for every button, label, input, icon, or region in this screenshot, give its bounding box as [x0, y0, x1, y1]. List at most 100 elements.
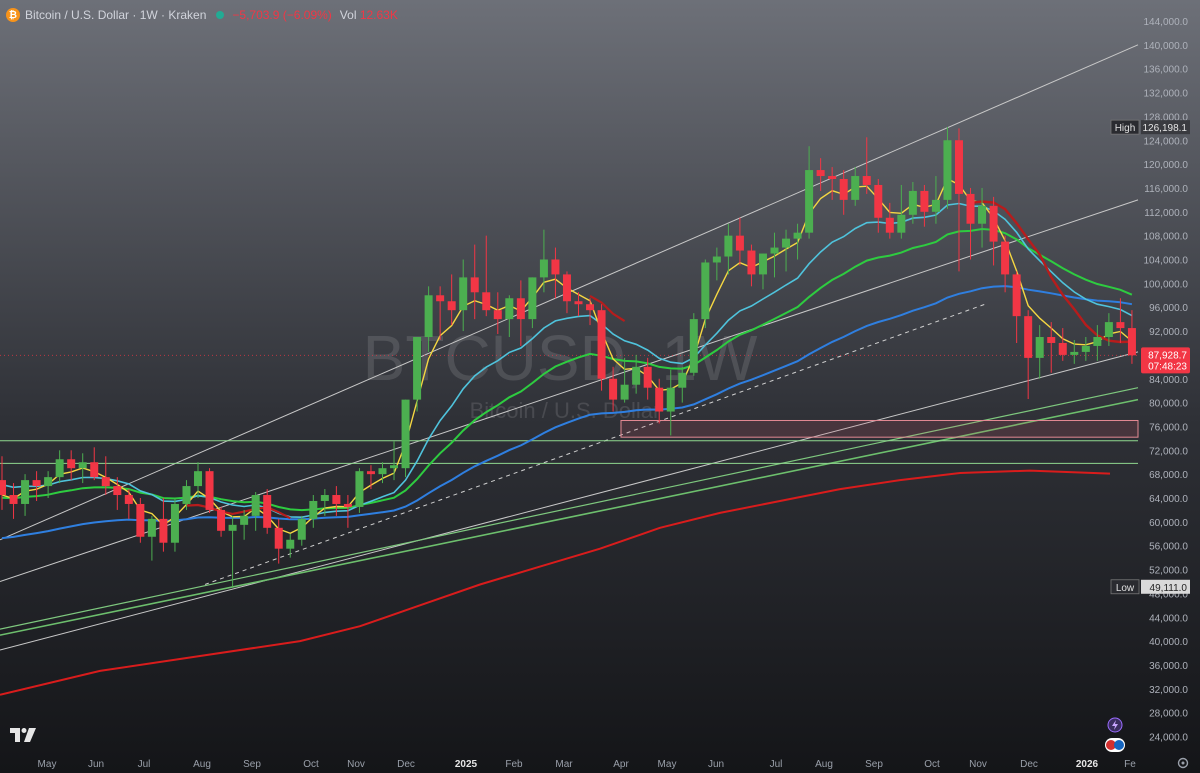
candle — [1024, 310, 1033, 400]
price-tick-label: 28,000.0 — [1149, 709, 1188, 720]
symbol-title[interactable]: Bitcoin / U.S. Dollar · 1W · Kraken — [25, 8, 207, 22]
candle-body — [459, 277, 468, 311]
candle-body — [0, 480, 6, 496]
candle — [21, 474, 30, 516]
price-tick-label: 132,000.0 — [1144, 89, 1189, 100]
candle-body — [828, 176, 837, 180]
channel-lower-line — [0, 351, 1139, 651]
candle — [1116, 298, 1125, 343]
candle — [920, 184, 929, 227]
candle — [263, 489, 272, 534]
price-tick-label: 72,000.0 — [1149, 446, 1188, 457]
tradingview-logo[interactable] — [10, 726, 36, 744]
candle — [1012, 271, 1021, 343]
settings-gear-icon[interactable] — [1177, 757, 1189, 769]
candle — [251, 492, 260, 531]
candle — [528, 277, 537, 329]
candle — [194, 462, 203, 498]
candle-body — [32, 480, 41, 487]
market-status-icon — [216, 11, 225, 19]
candle-body — [147, 518, 156, 537]
candle — [586, 298, 595, 326]
candle-body — [908, 190, 917, 215]
time-tick-label: 2026 — [1076, 759, 1099, 770]
ema-blue-line — [1, 285, 1133, 540]
price-tick-label: 96,000.0 — [1149, 303, 1188, 314]
candle-body — [240, 515, 249, 525]
candle-body — [170, 503, 179, 543]
candle — [793, 223, 802, 260]
candle — [32, 471, 41, 501]
ma-red-segment-1 — [186, 503, 291, 520]
volume-label: Vol — [339, 8, 357, 22]
candle — [459, 259, 468, 332]
candle-body — [966, 193, 975, 224]
price-tick-label: 136,000.0 — [1144, 65, 1189, 76]
candle — [851, 167, 860, 206]
candle — [931, 176, 940, 224]
candle-body — [793, 232, 802, 239]
time-tick-label: Oct — [924, 759, 940, 770]
price-tick-label: 112,000.0 — [1144, 208, 1188, 219]
price-tick-label: 120,000.0 — [1144, 160, 1189, 171]
candle-body — [735, 235, 744, 251]
symbol-header[interactable]: ₿ Bitcoin / U.S. Dollar · 1W · Kraken −5… — [6, 6, 398, 24]
candle — [286, 533, 295, 558]
candle — [1127, 310, 1136, 364]
candle — [366, 465, 375, 490]
candle — [343, 495, 352, 528]
last-price-box — [1141, 347, 1190, 374]
candle — [228, 515, 237, 587]
candle — [816, 158, 825, 191]
candle-body — [666, 387, 675, 412]
price-tick-label: 104,000.0 — [1144, 256, 1189, 267]
candle — [908, 181, 917, 224]
candle — [597, 304, 606, 391]
candle — [862, 137, 871, 194]
candle-body — [320, 495, 329, 501]
candle-body — [378, 468, 387, 475]
candle — [701, 259, 710, 329]
price-tick-label: 36,000.0 — [1149, 661, 1188, 672]
candle-body — [643, 366, 652, 388]
candle — [770, 232, 779, 278]
candle — [978, 187, 987, 248]
candle — [436, 286, 445, 340]
candle-body — [366, 471, 375, 475]
time-tick-label: Nov — [347, 759, 365, 770]
candle-body — [609, 378, 618, 400]
candle-body — [920, 190, 929, 212]
time-axis[interactable]: May Jun Jul Aug Sep Oct Nov Dec 2025 Feb Mar Apr May… — [38, 757, 1189, 771]
candle-body — [113, 486, 122, 496]
last-price-value: 87,928.7 — [1148, 350, 1187, 361]
candle-body — [885, 217, 894, 233]
candle — [839, 170, 848, 215]
candle-body — [678, 372, 687, 388]
candle — [1081, 337, 1090, 361]
candle-body — [1093, 337, 1102, 346]
time-tick-label: Jun — [88, 759, 104, 770]
price-tick-label: 52,000.0 — [1149, 566, 1188, 577]
candle — [136, 498, 145, 543]
candle — [609, 366, 618, 412]
candle — [712, 247, 721, 281]
candle — [539, 229, 548, 293]
candle — [874, 179, 883, 233]
candle — [355, 468, 364, 513]
bitcoin-icon: ₿ — [6, 8, 20, 22]
candle — [159, 498, 168, 552]
candle-body — [516, 298, 525, 320]
high-marker-label: High — [1115, 123, 1136, 134]
candle — [643, 357, 652, 400]
candle — [505, 295, 514, 338]
candle — [413, 337, 422, 412]
candle-body — [1047, 337, 1056, 343]
candle-body — [44, 477, 53, 487]
candle — [90, 447, 99, 481]
price-axis[interactable]: 144,000.0 140,000.0 136,000.0 132,000.0 128,… — [1110, 17, 1190, 744]
flag-badge-icon[interactable] — [1104, 716, 1126, 756]
time-tick-label: Jul — [138, 759, 151, 770]
ma-red-segment-2 — [589, 294, 626, 323]
volume-value: 12.63K — [359, 8, 398, 22]
